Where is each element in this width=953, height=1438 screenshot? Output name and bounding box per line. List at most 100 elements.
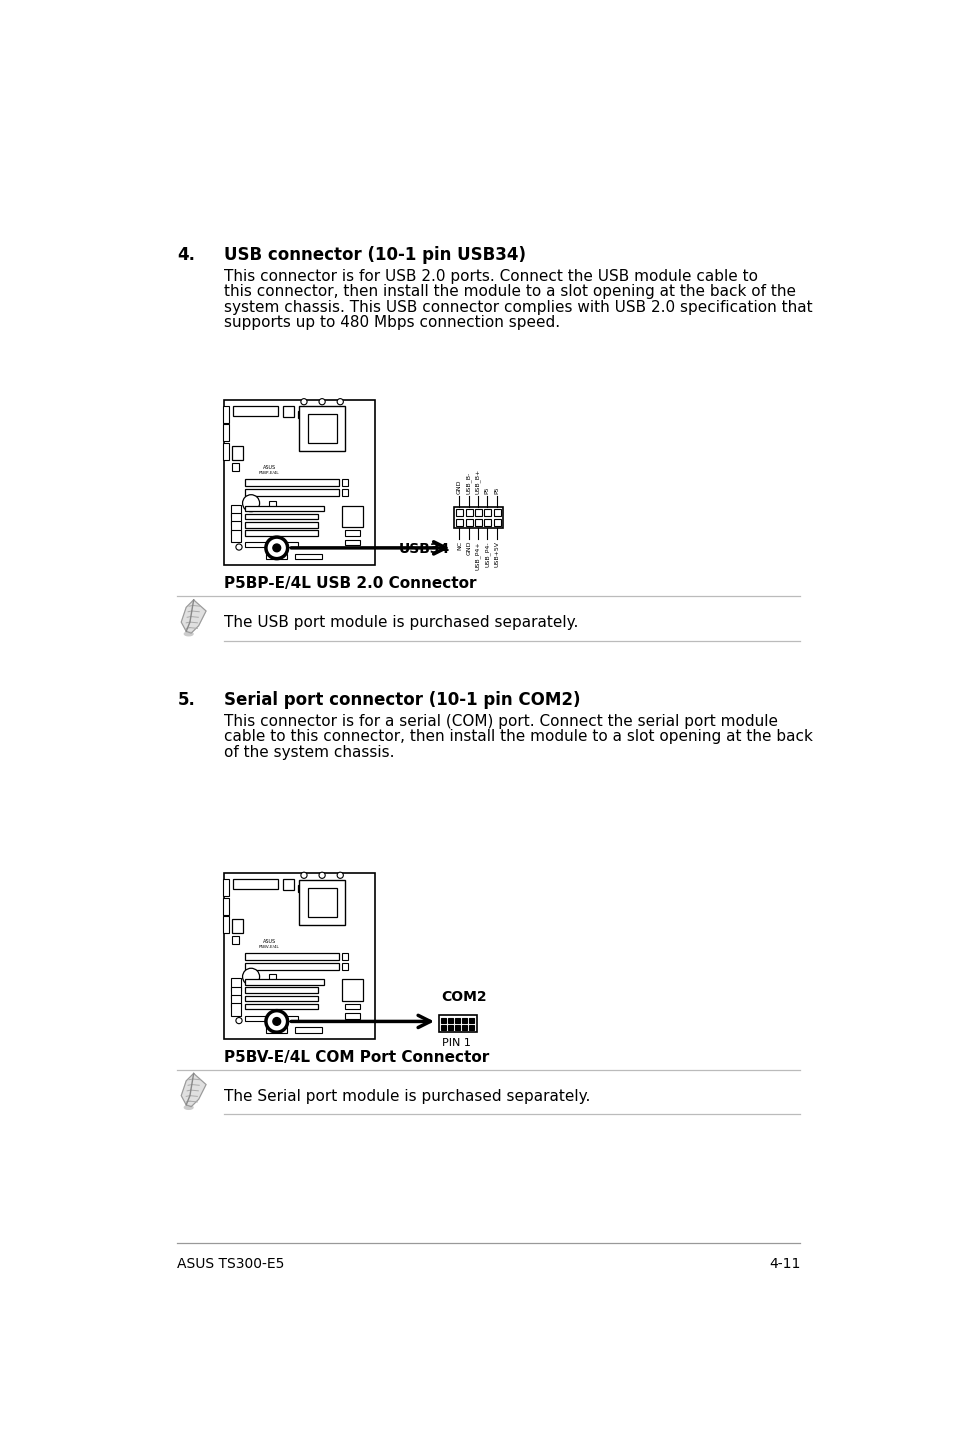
Circle shape [318,398,325,404]
Text: This connector is for a serial (COM) port. Connect the serial port module: This connector is for a serial (COM) por… [224,713,777,729]
Bar [232,986,240,999]
Bar [232,978,240,991]
Bar [245,995,317,1001]
Bar [223,406,229,423]
Bar [468,1018,474,1022]
Bar [245,1004,317,1009]
Bar [454,508,502,528]
Bar [456,509,463,516]
Text: USB_B-: USB_B- [465,472,471,495]
Bar [245,522,317,528]
Bar [232,522,240,533]
Text: GND: GND [456,479,461,495]
Text: USB+5V: USB+5V [494,541,498,567]
Bar [298,411,305,418]
Circle shape [300,873,307,879]
Text: GND: GND [466,541,471,555]
Bar [232,936,239,945]
Bar [294,554,322,559]
Bar [307,414,336,443]
Bar [223,443,229,460]
Bar [484,519,491,525]
Bar [232,1004,240,1015]
Circle shape [242,968,259,985]
Text: USB34: USB34 [398,542,450,557]
Text: This connector is for USB 2.0 ports. Connect the USB module cable to: This connector is for USB 2.0 ports. Con… [224,269,757,283]
Bar [223,897,229,915]
Bar [232,995,240,1007]
Bar [341,953,348,959]
Bar [282,880,294,890]
Bar [344,531,359,536]
Bar [232,446,243,460]
Bar [223,424,229,441]
Bar [493,509,500,516]
Bar [447,1024,453,1030]
Text: ASUS: ASUS [262,939,275,943]
Bar [233,880,278,890]
Text: this connector, then install the module to a slot opening at the back of the: this connector, then install the module … [224,285,795,299]
Text: ASUS TS300-E5: ASUS TS300-E5 [177,1257,284,1271]
Bar [493,519,500,525]
Text: cable to this connector, then install the module to a slot opening at the back: cable to this connector, then install th… [224,729,812,745]
Bar [299,880,344,925]
Bar [341,489,348,496]
Text: P5: P5 [494,486,498,495]
Text: NC: NC [456,541,461,551]
Circle shape [266,538,287,558]
Text: P5BP-E/4L USB 2.0 Connector: P5BP-E/4L USB 2.0 Connector [224,577,476,591]
Circle shape [336,873,343,879]
Text: 4-11: 4-11 [768,1257,800,1271]
Bar [245,988,317,992]
Text: USB_P4-: USB_P4- [484,541,490,567]
Polygon shape [181,1073,206,1107]
Text: P5BV-E/4L COM Port Connector: P5BV-E/4L COM Port Connector [224,1050,489,1064]
Bar [438,1015,476,1032]
Bar [465,509,472,516]
Circle shape [273,1018,280,1025]
Text: PIN 1: PIN 1 [442,1038,471,1048]
Bar [344,1004,359,1009]
Bar [269,975,276,981]
Bar [245,962,338,969]
Bar [232,463,239,470]
Bar [223,880,229,896]
Bar [298,884,305,892]
Bar [344,539,359,545]
Circle shape [300,398,307,404]
Bar [440,1018,446,1022]
Circle shape [242,495,259,512]
Text: P5BV-E/4L: P5BV-E/4L [258,945,279,949]
Bar [282,406,294,417]
Bar [232,505,240,518]
Bar [232,513,240,525]
Text: USB_P4+: USB_P4+ [475,541,480,569]
Bar [455,1018,459,1022]
Bar [245,513,317,519]
Bar [224,873,375,1038]
Bar [475,509,481,516]
Text: 5.: 5. [177,690,195,709]
Text: supports up to 480 Mbps connection speed.: supports up to 480 Mbps connection speed… [224,315,559,329]
Text: P5BP-E/4L: P5BP-E/4L [258,472,279,475]
Text: of the system chassis.: of the system chassis. [224,745,394,759]
Bar [245,542,297,548]
Bar [344,1014,359,1018]
Bar [461,1024,467,1030]
Bar [447,1018,453,1022]
Bar [232,919,243,933]
Text: system chassis. This USB connector complies with USB 2.0 specification that: system chassis. This USB connector compl… [224,299,812,315]
Bar [341,979,362,1001]
Bar [245,506,323,510]
Text: USB connector (10-1 pin USB34): USB connector (10-1 pin USB34) [224,246,525,263]
Bar [456,519,463,525]
Bar [224,400,375,565]
Bar [245,479,338,486]
Circle shape [235,1018,242,1024]
Bar [245,531,317,536]
Text: ASUS: ASUS [262,466,275,470]
Bar [232,529,240,542]
Bar [341,962,348,969]
Text: COM2: COM2 [440,991,486,1005]
Circle shape [235,544,242,551]
